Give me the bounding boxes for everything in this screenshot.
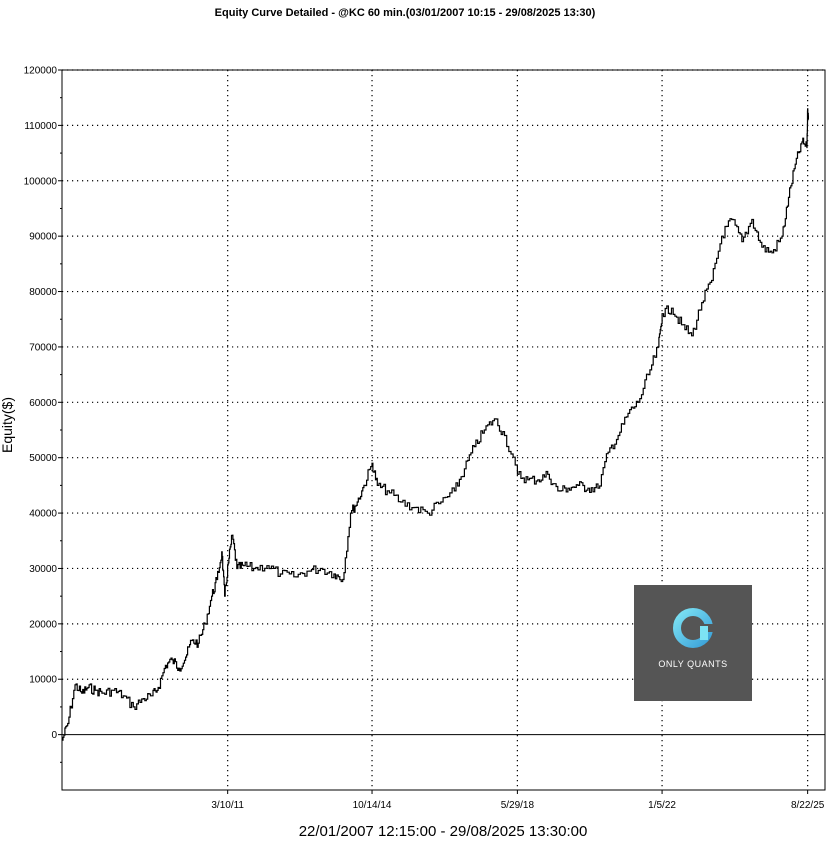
y-tick-label: 110000 xyxy=(24,121,57,132)
y-tick-label: 50000 xyxy=(29,453,57,464)
y-tick-label: 60000 xyxy=(29,398,57,409)
y-tick-label: 30000 xyxy=(29,564,57,575)
x-tick-label: 10/14/14 xyxy=(353,800,392,811)
y-tick-label: 80000 xyxy=(29,287,57,298)
x-tick-label: 8/22/25 xyxy=(791,800,825,811)
logo-text: ONLY QUANTS xyxy=(658,659,727,669)
y-axis: 0 10000 20000 30000 40000 50000 60000 70000 8000… xyxy=(24,66,62,763)
equity-series-line xyxy=(62,108,809,741)
y-tick-label: 10000 xyxy=(29,675,57,686)
y-tick-label: 20000 xyxy=(29,619,57,630)
y-tick-label: 70000 xyxy=(29,342,57,353)
y-tick-label: 40000 xyxy=(29,509,57,520)
y-tick-label: 90000 xyxy=(29,232,57,243)
only-quants-logo: ONLY QUANTS xyxy=(634,585,752,701)
chart-title: Equity Curve Detailed - @KC 60 min.(03/0… xyxy=(215,7,596,19)
y-tick-label: 100000 xyxy=(24,176,58,187)
x-tick-label: 5/29/18 xyxy=(501,800,535,811)
y-tick-label: 120000 xyxy=(24,66,58,77)
x-axis: 3/10/11 10/14/14 5/29/18 1/5/22 8/22/25 xyxy=(211,790,825,811)
y-axis-label: Equity($) xyxy=(0,397,15,453)
x-tick-label: 1/5/22 xyxy=(648,800,676,811)
x-tick-label: 3/10/11 xyxy=(211,800,244,811)
x-axis-label: 22/01/2007 12:15:00 - 29/08/2025 13:30:0… xyxy=(299,823,588,840)
y-tick-label: 0 xyxy=(51,730,57,741)
